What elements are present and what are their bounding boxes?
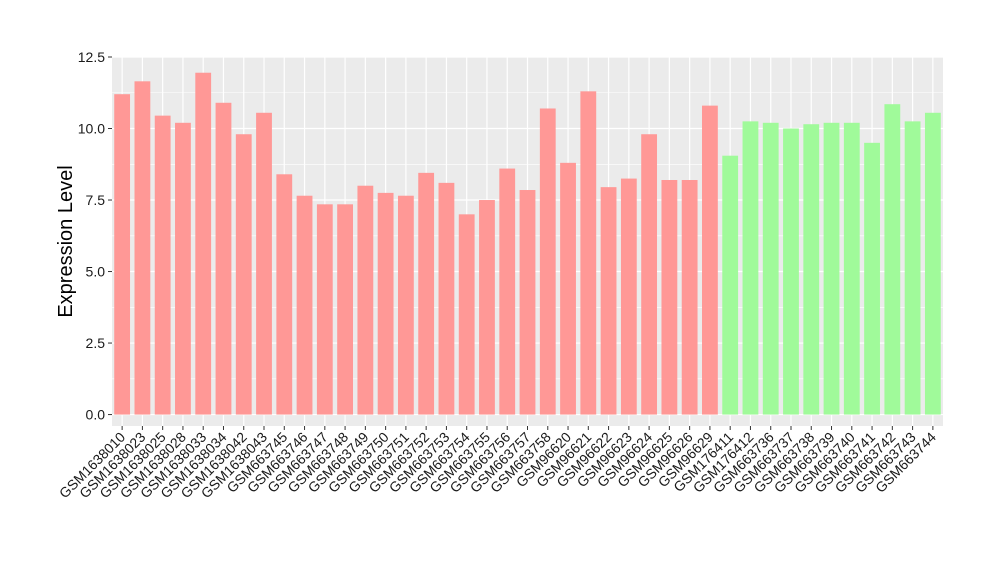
bar-GSM663754: [458, 214, 475, 415]
bar-GSM1638023: [134, 81, 151, 415]
bar-GSM1638042: [235, 134, 252, 415]
bar-GSM663744: [924, 112, 941, 415]
x-axis: GSM1638010GSM1638023GSM1638025GSM1638028…: [56, 426, 939, 501]
y-axis: 0.0 2.5 5.0 7.5 10.0 12.5: [78, 49, 112, 423]
bar-GSM96620: [560, 162, 576, 415]
y-tick-label: 7.5: [86, 192, 106, 208]
bar-GSM663750: [377, 192, 394, 415]
y-tick-label: 0.0: [86, 407, 106, 423]
bar-GSM663757: [519, 190, 536, 415]
bar-GSM663740: [843, 122, 860, 415]
bar-GSM663742: [884, 104, 901, 415]
bar-GSM663755: [479, 200, 495, 415]
bar-GSM663758: [539, 108, 556, 415]
bar-GSM663736: [762, 122, 779, 415]
y-tick-label: 2.5: [86, 335, 106, 351]
bar-GSM96623: [620, 178, 637, 415]
bar-GSM663747: [316, 204, 333, 415]
bar-GSM96622: [600, 187, 617, 415]
bar-GSM1638033: [195, 72, 212, 415]
bar-GSM1638034: [215, 102, 232, 415]
y-tick-label: 12.5: [78, 49, 105, 65]
y-tick-label: 5.0: [86, 264, 106, 280]
bar-GSM663738: [803, 124, 820, 415]
bars: [114, 72, 941, 415]
bar-GSM1638025: [154, 115, 171, 415]
bar-GSM663752: [418, 172, 435, 415]
bar-GSM663745: [276, 174, 293, 415]
bar-GSM96625: [661, 180, 678, 415]
bar-GSM1638028: [175, 122, 191, 415]
bar-GSM663739: [823, 122, 840, 415]
y-tick-label: 10.0: [78, 121, 105, 137]
bar-GSM663753: [438, 182, 455, 415]
bar-GSM663756: [499, 168, 516, 415]
bar-GSM1638010: [114, 94, 131, 415]
bar-GSM663743: [904, 121, 921, 415]
bar-GSM96629: [702, 105, 718, 415]
bar-GSM176412: [742, 121, 759, 415]
bar-GSM663737: [783, 128, 799, 415]
bar-GSM663749: [357, 185, 374, 415]
y-axis-title: Expression Level: [55, 165, 77, 317]
bar-GSM96626: [681, 180, 698, 415]
bar-GSM96621: [580, 91, 597, 415]
bar-GSM96624: [641, 134, 658, 415]
bar-GSM1638043: [256, 112, 272, 415]
bar-GSM663746: [296, 195, 313, 415]
bar-GSM176411: [722, 155, 739, 415]
bar-GSM663751: [397, 195, 414, 415]
bar-GSM663741: [864, 142, 880, 415]
bar-GSM663748: [337, 204, 353, 415]
